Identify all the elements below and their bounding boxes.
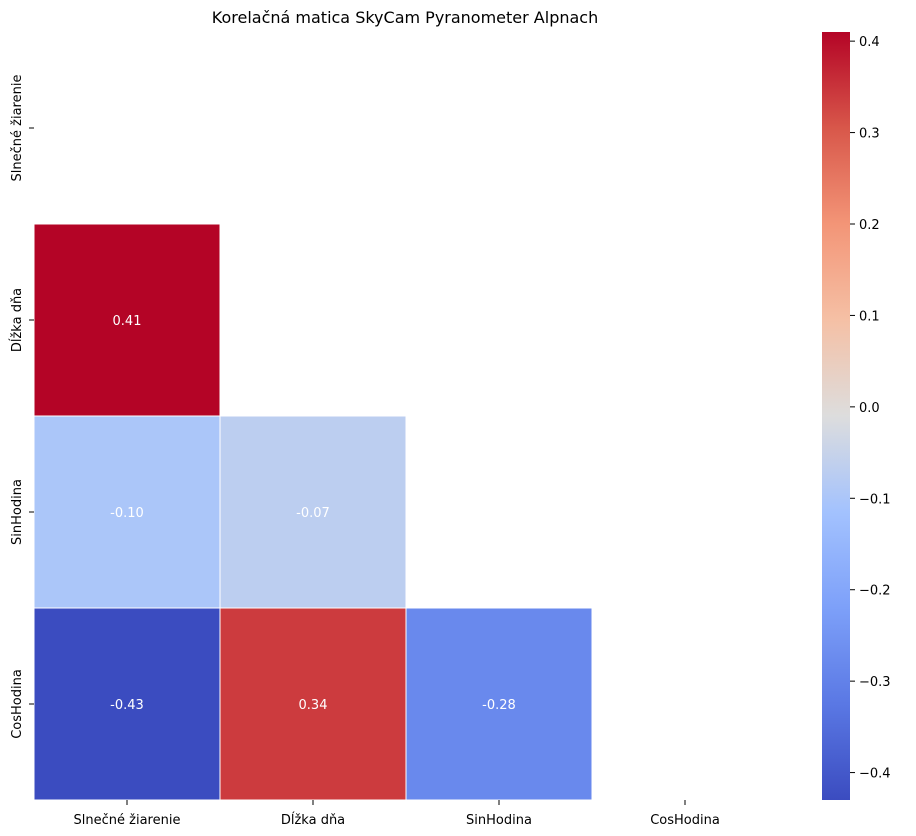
colorbar-tick-label: −0.2 [859,584,891,599]
x-tick-label: Dĺžka dňa [281,812,345,828]
colorbar-gradient [822,32,850,800]
x-tick-label: CosHodina [650,813,720,828]
cell-value-label: -0.10 [110,506,144,521]
colorbar-tick-label: −0.4 [859,767,891,782]
x-tick-label: Slnečné žiarenie [74,813,181,828]
y-tick-label: CosHodina [10,669,25,739]
chart-title: Korelačná matica SkyCam Pyranometer Alpn… [212,8,598,27]
cell-value-label: -0.07 [296,506,330,521]
cell-value-label: 0.41 [113,314,142,329]
y-tick-label: Dĺžka dňa [9,288,25,352]
heatmap-cell [33,607,221,801]
colorbar-tick-label: 0.4 [859,35,880,50]
cell-value-label: 0.34 [299,698,328,713]
heatmap-cell [219,607,407,801]
colorbar-tick-label: 0.2 [859,218,880,233]
cell-value-label: -0.28 [482,698,516,713]
heatmap-cell [33,223,221,417]
colorbar-tick-label: −0.3 [859,675,891,690]
cell-value-label: -0.43 [110,698,144,713]
colorbar-tick-label: −0.1 [859,492,891,507]
y-tick-label: SinHodina [10,479,25,545]
heatmap-cell [219,415,407,609]
heatmap-cell [33,415,221,609]
colorbar-tick-label: 0.0 [859,401,880,416]
x-tick-label: SinHodina [466,813,532,828]
heatmap-cell [405,607,593,801]
colorbar-tick-label: 0.1 [859,309,880,324]
y-tick-label: Slnečné žiarenie [10,75,25,182]
colorbar-tick-label: 0.3 [859,127,880,142]
